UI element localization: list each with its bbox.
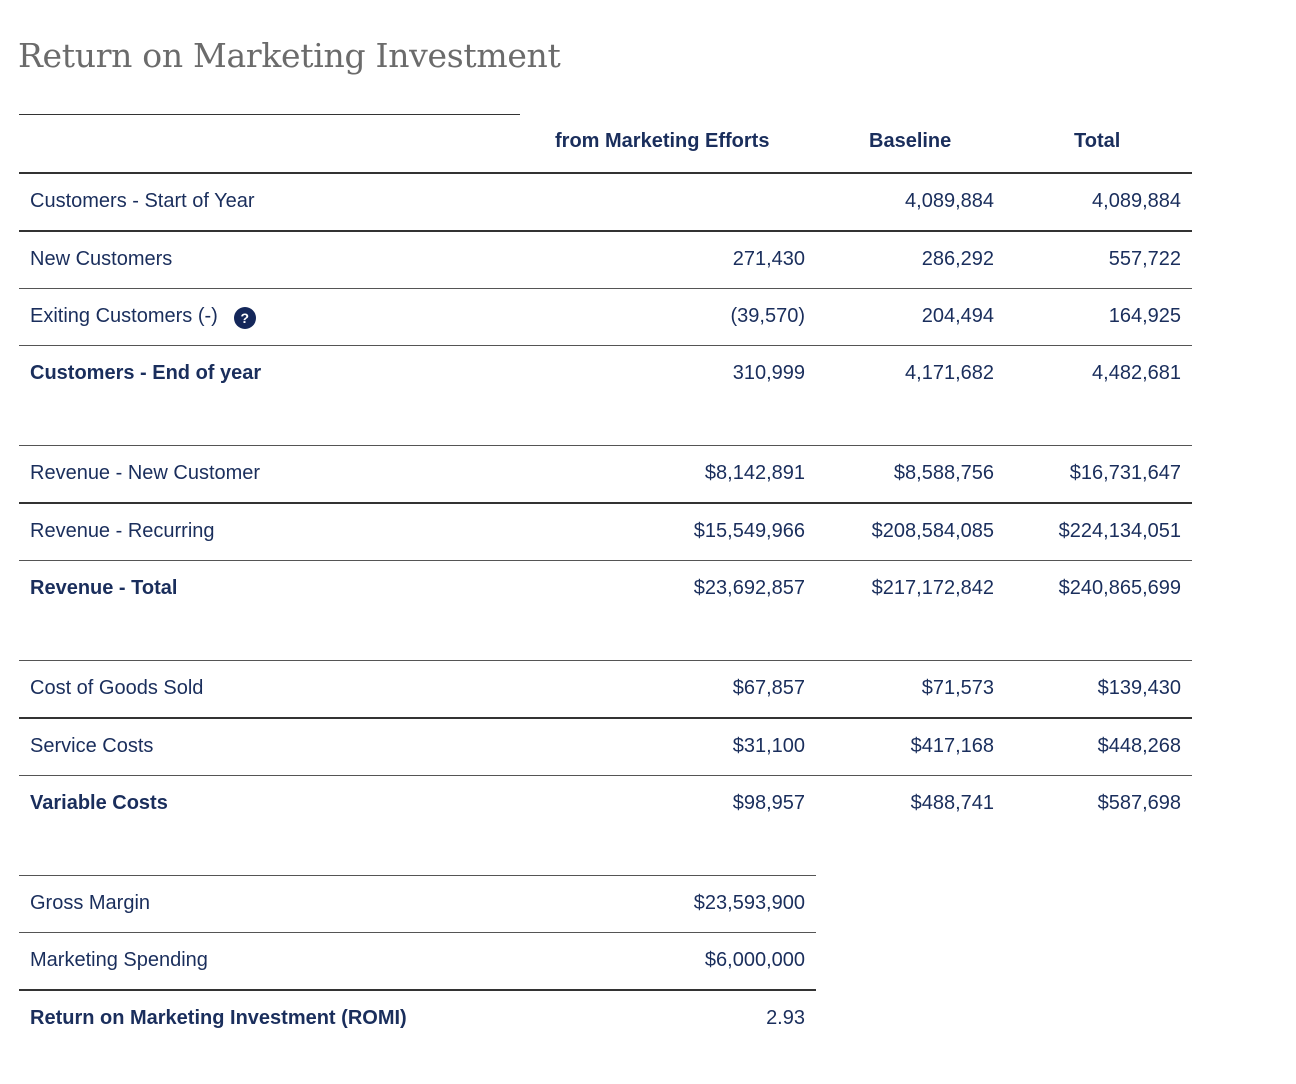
value-baseline: $71,573 — [921, 677, 994, 699]
row-label: Variable Costs — [30, 792, 168, 814]
value-marketing: $23,593,900 — [693, 892, 805, 914]
row-label: Return on Marketing Investment (ROMI) — [30, 1007, 407, 1029]
value-marketing: $8,142,891 — [704, 462, 805, 484]
value-total: 557,722 — [1108, 248, 1181, 270]
row-label: Revenue - Recurring — [30, 520, 215, 542]
row-label: Customers - Start of Year — [30, 190, 255, 212]
value-marketing: $67,857 — [732, 677, 805, 699]
value-total: $587,698 — [1097, 792, 1181, 814]
section-divider — [19, 875, 816, 876]
value-marketing: $15,549,966 — [693, 520, 805, 542]
value-baseline: $217,172,842 — [871, 577, 994, 599]
column-header-baseline: Baseline — [869, 130, 952, 152]
row-divider — [19, 932, 816, 933]
row-divider — [19, 989, 816, 991]
value-total: $448,268 — [1097, 735, 1181, 757]
value-baseline: $208,584,085 — [871, 520, 994, 542]
value-baseline: 204,494 — [921, 305, 994, 327]
table-row-romi: Return on Marketing Investment (ROMI) 2.… — [19, 990, 816, 1047]
row-label: Service Costs — [30, 735, 154, 757]
value-total: $139,430 — [1097, 677, 1181, 699]
section-divider — [19, 660, 1192, 661]
table-row-service-costs: Service Costs $31,100 $417,168 $448,268 — [19, 718, 1192, 775]
row-label: Gross Margin — [30, 892, 151, 914]
row-divider — [19, 230, 1192, 232]
table-row-cogs: Cost of Goods Sold $67,857 $71,573 $139,… — [19, 660, 1192, 717]
value-marketing: 2.93 — [766, 1007, 805, 1029]
row-divider — [19, 288, 1192, 289]
value-baseline: 4,089,884 — [905, 190, 994, 212]
table-row-gross-margin: Gross Margin $23,593,900 — [19, 875, 816, 932]
help-icon[interactable]: ? — [233, 307, 256, 329]
value-marketing: 310,999 — [732, 362, 805, 384]
table-row-marketing-spending: Marketing Spending $6,000,000 — [19, 932, 816, 989]
table-row-exiting-customers: Exiting Customers (-)? (39,570) 204,494 … — [19, 288, 1192, 345]
value-total: 164,925 — [1108, 305, 1181, 327]
row-label: Cost of Goods Sold — [30, 677, 204, 699]
value-total: $240,865,699 — [1058, 577, 1181, 599]
row-label: New Customers — [30, 248, 173, 270]
row-label: Exiting Customers (-)? — [30, 288, 256, 345]
value-baseline: $8,588,756 — [893, 462, 994, 484]
row-divider — [19, 345, 1192, 346]
row-label: Customers - End of year — [30, 362, 262, 384]
row-divider — [19, 717, 1192, 719]
value-marketing: $6,000,000 — [704, 949, 805, 971]
table-row-customers-start: Customers - Start of Year 4,089,884 4,08… — [19, 173, 1192, 230]
row-label: Revenue - New Customer — [30, 462, 261, 484]
row-label: Revenue - Total — [30, 577, 178, 599]
row-label: Marketing Spending — [30, 949, 208, 971]
title-divider — [19, 114, 520, 115]
row-divider — [19, 560, 1192, 561]
value-marketing: (39,570) — [730, 305, 806, 327]
value-marketing: $98,957 — [732, 792, 805, 814]
column-header-total: Total — [1074, 130, 1121, 152]
column-header-marketing: from Marketing Efforts — [555, 130, 770, 152]
table-row-new-customers: New Customers 271,430 286,292 557,722 — [19, 231, 1192, 288]
table-row-revenue-recurring: Revenue - Recurring $15,549,966 $208,584… — [19, 503, 1192, 560]
value-baseline: $417,168 — [910, 735, 994, 757]
value-baseline: 286,292 — [921, 248, 994, 270]
value-total: 4,482,681 — [1092, 362, 1181, 384]
header-divider — [19, 172, 1192, 174]
page-title: Return on Marketing Investment — [18, 36, 561, 75]
value-marketing: $31,100 — [732, 735, 805, 757]
value-marketing: $23,692,857 — [693, 577, 805, 599]
table-row-revenue-new: Revenue - New Customer $8,142,891 $8,588… — [19, 445, 1192, 502]
row-divider — [19, 775, 1192, 776]
row-divider — [19, 502, 1192, 504]
value-total: $224,134,051 — [1058, 520, 1181, 542]
value-marketing: 271,430 — [732, 248, 805, 270]
row-label-text: Exiting Customers (-) — [30, 305, 218, 327]
table-row-variable-costs: Variable Costs $98,957 $488,741 $587,698 — [19, 775, 1192, 832]
value-baseline: 4,171,682 — [905, 362, 994, 384]
section-divider — [19, 445, 1192, 446]
value-total: $16,731,647 — [1069, 462, 1181, 484]
value-total: 4,089,884 — [1092, 190, 1181, 212]
table-row-customers-end: Customers - End of year 310,999 4,171,68… — [19, 345, 1192, 402]
value-baseline: $488,741 — [910, 792, 994, 814]
table-row-revenue-total: Revenue - Total $23,692,857 $217,172,842… — [19, 560, 1192, 617]
